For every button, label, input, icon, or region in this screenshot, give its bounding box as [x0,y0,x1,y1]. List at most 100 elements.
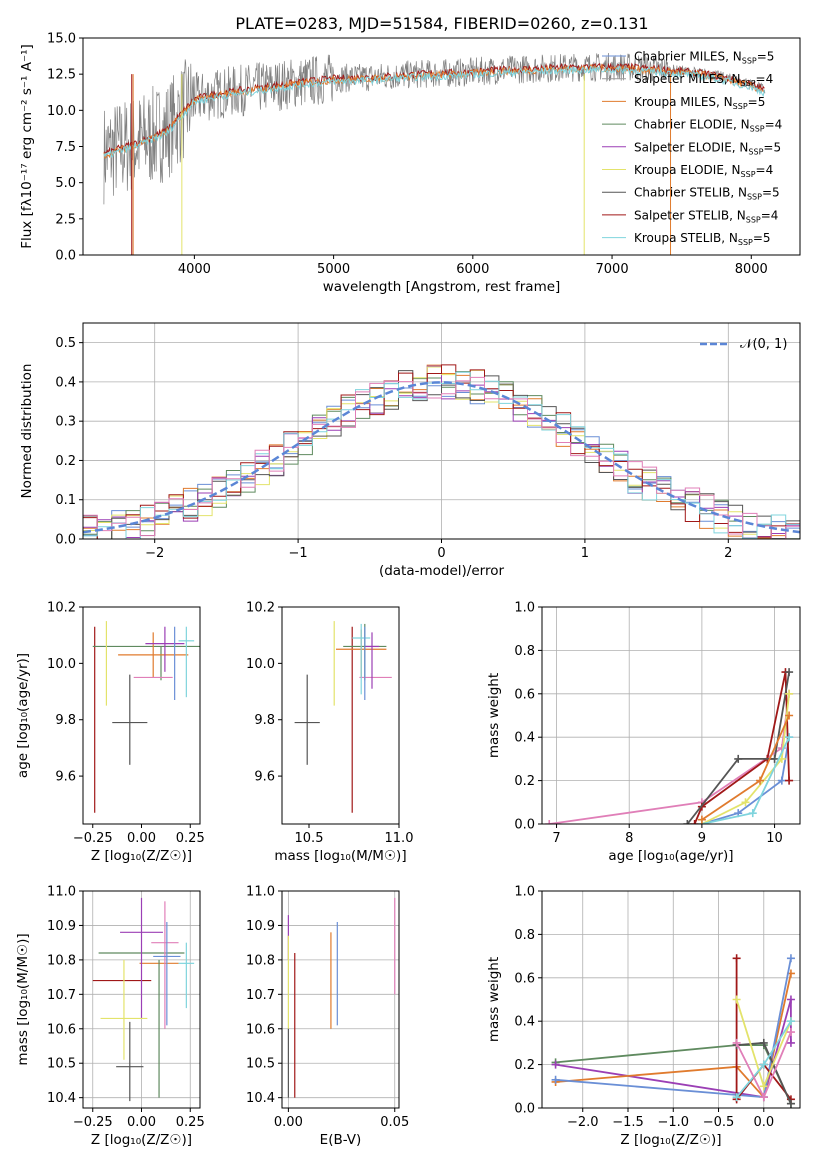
y-tick-label: 10.2 [47,601,76,616]
panel-spectrum: 4000 5000 6000 7000 8000 0.0 2.5 5.0 7.5 10.0 12.5… [19,32,801,295]
x-tick-label: 7 [552,831,560,846]
weight-marker [759,1038,768,1047]
x-tick-label: 0.25 [176,1115,205,1130]
plot-area-age-mass [294,621,392,813]
x-tick-label: 10 [766,831,783,846]
weight-marker [785,776,794,785]
x-tick-label: 5000 [317,262,350,277]
weight-marker [785,689,794,698]
weight-marker [785,733,794,742]
y-tick-label: 0.0 [514,818,535,833]
y-tick-label: 10.0 [246,657,275,672]
weight-marker [759,1060,768,1069]
y-tick-label: 2.5 [55,212,76,227]
weight-marker [697,815,706,824]
x-tick-label: −1.5 [612,1115,644,1130]
legend-entry: Kroupa STELIB, NSSP=5 [634,231,771,247]
axes-frame-mass-EBV: 0.00 0.05 10.4 10.5 10.6 10.7 10.8 10.9 11.0 E(B-… [246,885,409,1149]
x-tick-label: 8000 [735,262,768,277]
y-tick-label: 10.5 [47,1057,76,1072]
plot-area-weight-age [545,668,794,824]
y-tick-label: 11.0 [47,885,76,900]
weight-marker [551,1075,560,1084]
x-tick-label: 9 [698,831,706,846]
weight-marker [759,1093,768,1102]
legend-entry: Chabrier ELODIE, NSSP=4 [634,118,782,134]
x-tick-label: 10.5 [295,831,324,846]
y-tick-label: 9.8 [254,713,275,728]
weight-marker [748,809,757,818]
y-tick-label: 1.0 [514,601,535,616]
weight-marker [732,995,741,1004]
panel-residuals: −2 −1 0 1 2 0.0 0.1 0.2 0.3 0.4 0.5 (data-model)/er… [19,322,801,579]
y-tick-label: 10.9 [47,919,76,934]
x-tick-label: 11.0 [385,831,414,846]
x-tick-label: 0.05 [380,1115,409,1130]
spectrum-model-line [103,64,765,158]
plot-area-age-Z [92,621,200,813]
weight-marker [785,711,794,720]
axes-frame-spectrum: 4000 5000 6000 7000 8000 0.0 2.5 5.0 7.5 10.0 12.5… [19,32,801,295]
axes-box [281,606,400,825]
axes-frame-residuals: −2 −1 0 1 2 0.0 0.1 0.2 0.3 0.4 0.5 (data-model)/er… [19,322,801,579]
x-axis-label: Z [log₁₀(Z/Z☉)] [620,1132,721,1148]
y-axis-label: mass [log₁₀(M/M☉)] [15,933,31,1065]
x-tick-label: −0.25 [73,831,113,846]
x-tick-label: 0.00 [127,1115,156,1130]
y-tick-label: 10.7 [246,988,275,1003]
weight-marker [732,1038,741,1047]
y-axis-label: mass weight [486,673,502,758]
y-tick-label: 0.2 [514,774,535,789]
x-tick-label: 0 [437,546,445,561]
spectrum-legend: Chabrier MILES, NSSP=5 Salpeter MILES, NS… [602,50,782,247]
y-tick-label: 0.2 [514,1058,535,1073]
weight-marker [786,954,795,963]
y-tick-label: 10.4 [47,1091,76,1106]
x-tick-label: 8 [625,831,633,846]
x-axis-label: age [log₁₀(age/yr)] [608,848,733,864]
y-tick-label: 15.0 [47,32,76,47]
axes-frame-age-Z: −0.25 0.00 0.25 9.6 9.8 10.0 10.2 Z [log₁₀(Z/Z☉… [15,601,205,865]
y-tick-label: 0.0 [514,1102,535,1117]
y-tick-label: 0.6 [514,971,535,986]
panel-mass-Z: −0.25 0.00 0.25 10.4 10.5 10.6 10.7 10.8 10.9 11.… [15,885,205,1149]
figure-title: PLATE=0283, MJD=51584, FIBERID=0260, z=0… [235,14,648,33]
legend-gauss-label: 𝒩(0, 1) [740,337,787,352]
x-tick-label: 4000 [178,262,211,277]
x-tick-label: 0.0 [753,1115,774,1130]
legend-entry: Salpeter MILES, NSSP=4 [634,72,773,88]
y-tick-label: 10.4 [246,1091,275,1106]
y-tick-label: 10.7 [47,988,76,1003]
axes-box [541,606,801,825]
y-tick-label: 10.9 [246,919,275,934]
weight-marker [683,820,692,824]
weight-line [686,671,790,824]
weight-marker [786,1017,795,1026]
y-tick-label: 5.0 [55,176,76,191]
axes-box [541,890,801,1109]
x-tick-label: 0.25 [176,831,205,846]
weight-marker [759,1082,768,1091]
panel-age-Z: −0.25 0.00 0.25 9.6 9.8 10.0 10.2 Z [log₁₀(Z/Z☉… [15,601,205,865]
legend-entry: Kroupa ELODIE, NSSP=4 [634,163,773,179]
y-tick-label: 0.2 [55,454,76,469]
y-tick-label: 10.8 [47,953,76,968]
weight-marker [785,668,794,677]
legend-entry: Salpeter ELODIE, NSSP=5 [634,140,781,156]
y-tick-label: 10.8 [246,953,275,968]
weight-marker [756,776,765,785]
weight-marker [732,1093,741,1102]
y-axis-label: Flux [fλ10⁻¹⁷ erg cm⁻² s⁻¹ A⁻¹] [19,44,35,249]
y-tick-label: 9.6 [254,770,275,785]
legend-entry: Salpeter STELIB, NSSP=4 [634,208,778,224]
y-tick-label: 0.4 [55,375,76,390]
plot-area-residuals [83,364,800,539]
histogram-steps [83,365,800,539]
y-tick-label: 11.0 [246,885,275,900]
x-axis-label: E(B-V) [320,1132,362,1148]
y-tick-label: 0.8 [514,644,535,659]
legend-entry: Chabrier MILES, NSSP=5 [634,50,774,66]
panel-weight-age: 7 8 9 10 0.0 0.2 0.4 0.6 0.8 1.0 age [log₁₀(age/yr… [486,601,801,864]
y-tick-label: 12.5 [47,68,76,83]
